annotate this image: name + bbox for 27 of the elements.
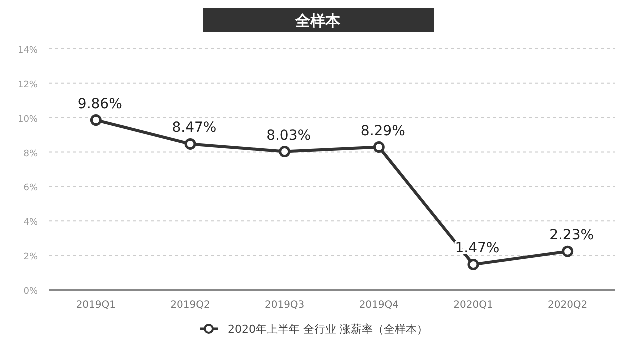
y-tick-label: 6% <box>24 184 38 194</box>
legend-label: 2020年上半年 全行业 涨薪率（全样本） <box>228 323 428 336</box>
point <box>90 114 102 126</box>
data-label: 2.23% <box>550 228 594 244</box>
x-tick-label: 2020Q1 <box>454 300 494 311</box>
x-tick-label: 2020Q2 <box>548 300 588 311</box>
point <box>184 138 196 150</box>
y-tick-label: 8% <box>24 149 38 160</box>
data-label: 8.47% <box>172 120 217 136</box>
point <box>468 258 480 270</box>
x-tick-label: 2019Q4 <box>359 300 400 311</box>
x-tick-label: 2019Q1 <box>76 300 116 311</box>
point <box>279 146 291 158</box>
y-tick-label: 2% <box>24 252 38 263</box>
x-tick-label: 2019Q2 <box>170 300 210 311</box>
point <box>373 142 385 154</box>
data-label: 8.03% <box>266 128 312 144</box>
y-tick-label: 4% <box>24 218 38 228</box>
y-tick-label: 0% <box>24 287 38 297</box>
y-tick-label: 10% <box>18 114 38 125</box>
y-tick-label: 12% <box>18 80 38 90</box>
data-label: 9.86% <box>78 96 122 112</box>
point <box>562 246 574 258</box>
x-tick-label: 2019Q3 <box>264 300 305 311</box>
chart-title: 全样本 <box>294 12 342 30</box>
y-tick-label: 14% <box>18 46 38 56</box>
data-label: 8.29% <box>360 123 406 140</box>
